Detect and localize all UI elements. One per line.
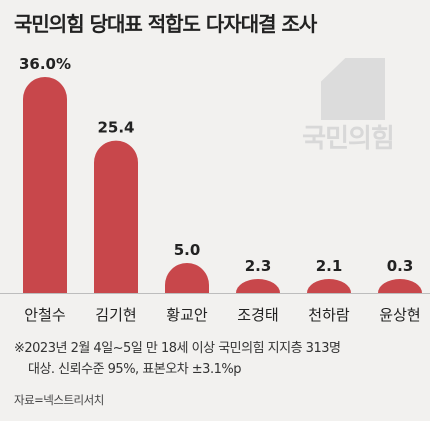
value-label: 2.3 xyxy=(245,257,272,275)
value-label: 2.1 xyxy=(316,257,343,275)
category-label: 안철수 xyxy=(24,306,65,324)
category-label: 천하람 xyxy=(308,306,350,324)
bar xyxy=(378,279,422,293)
value-label: 36.0% xyxy=(19,55,71,73)
bar-chart: 36.0% 안철수 25.4 김기현 5.0 황교안 2.3 조경태 2.1 천하람 0.3 윤상현 xyxy=(19,55,422,324)
category-label: 김기현 xyxy=(95,306,136,324)
bar-group: 36.0% 안철수 xyxy=(19,55,71,324)
value-label: 0.3 xyxy=(387,257,414,275)
bar xyxy=(236,279,280,293)
bar xyxy=(165,263,209,293)
value-label: 5.0 xyxy=(174,241,201,259)
category-label: 황교안 xyxy=(166,306,208,324)
party-logo-text: 국민의힘 xyxy=(302,124,395,154)
bar xyxy=(307,279,351,293)
chart-baseline xyxy=(0,293,430,294)
bar-group: 25.4 김기현 xyxy=(94,119,138,324)
party-logo-watermark: 국민의힘 xyxy=(283,58,413,168)
source-label: 자료=넥스트리서치 xyxy=(14,393,104,407)
chart-title: 국민의힘 당대표 적합도 다자대결 조사 xyxy=(14,12,317,36)
bar xyxy=(94,140,138,293)
survey-note-line: 대상. 신뢰수준 95%, 표본오차 ±3.1%p xyxy=(28,362,241,377)
bar-group: 2.3 조경태 xyxy=(236,257,280,324)
bar-group: 5.0 황교안 xyxy=(165,241,209,324)
category-label: 윤상현 xyxy=(379,306,420,324)
survey-note-line: ※2023년 2월 4일~5일 만 18세 이상 국민의힘 지지층 313명 xyxy=(14,341,341,356)
bar xyxy=(23,77,67,293)
value-label: 25.4 xyxy=(97,119,134,137)
bar-group: 2.1 천하람 xyxy=(307,257,351,324)
bar-group: 0.3 윤상현 xyxy=(378,257,422,324)
survey-note: ※2023년 2월 4일~5일 만 18세 이상 국민의힘 지지층 313명 대… xyxy=(14,338,424,380)
category-label: 조경태 xyxy=(237,306,278,324)
